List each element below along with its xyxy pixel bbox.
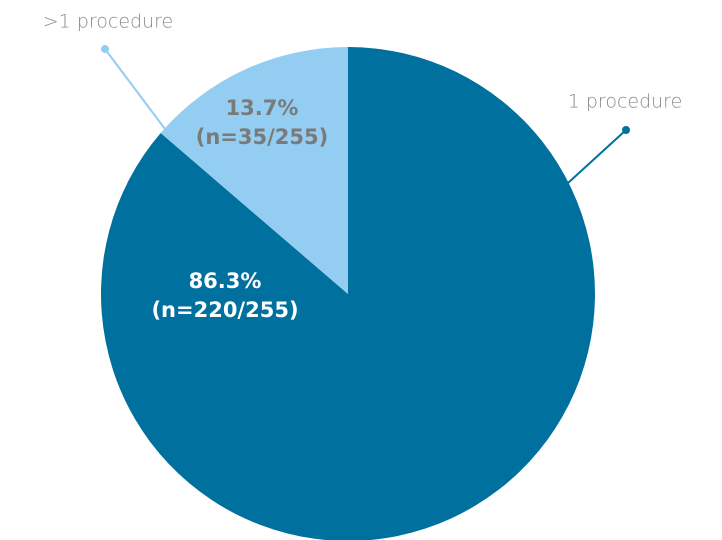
leader-dot — [101, 45, 109, 53]
leader-line — [104, 48, 169, 134]
pie-slice — [101, 47, 595, 540]
count-label: (n=220/255) — [151, 298, 298, 322]
pie-slice — [160, 47, 348, 294]
value-label: 86.3% — [189, 269, 262, 293]
count-label: (n=35/255) — [196, 125, 328, 149]
leader-line — [567, 129, 627, 184]
category-label: 1 procedure — [568, 91, 683, 113]
category-label: >1 procedure — [43, 11, 173, 33]
value-label: 13.7% — [226, 96, 299, 120]
leader-dot — [622, 126, 630, 134]
